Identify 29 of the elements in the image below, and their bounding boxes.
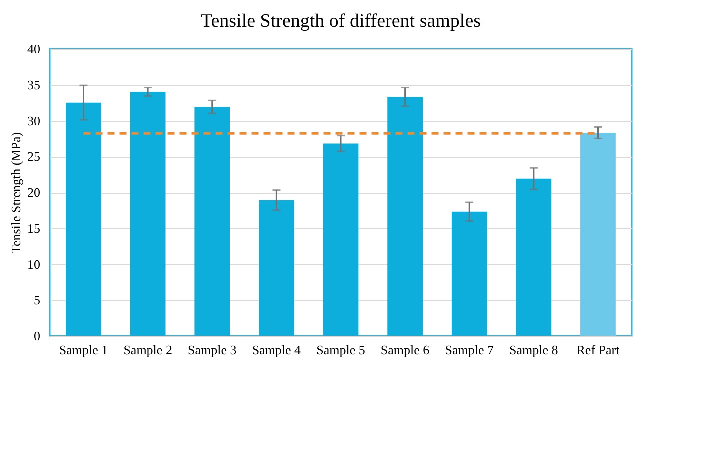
x-tick-label: Sample 8 — [510, 342, 558, 358]
bar — [130, 92, 166, 336]
y-tick-label: 25 — [28, 149, 40, 164]
x-tick-label: Sample 1 — [59, 342, 108, 358]
x-tick-label: Sample 5 — [316, 342, 366, 358]
y-tick-label: 35 — [28, 77, 40, 92]
x-tick-label: Sample 3 — [188, 342, 237, 358]
bar — [194, 107, 230, 336]
bar — [259, 200, 294, 336]
bar — [452, 212, 488, 336]
bar — [516, 178, 552, 336]
y-tick-label: 0 — [34, 328, 40, 344]
bar — [388, 97, 423, 336]
chart-title: Tensile Strength of different samples — [200, 11, 482, 32]
x-tick-label: Ref Part — [576, 342, 620, 358]
x-tick-label: Sample 2 — [124, 342, 172, 358]
y-tick-label: 10 — [28, 256, 40, 272]
x-tick-label: Sample 6 — [380, 342, 430, 358]
x-tick-label: Sample 4 — [252, 342, 302, 358]
y-tick-label: 40 — [28, 42, 40, 56]
y-tick-label: 20 — [28, 185, 40, 200]
bar — [66, 102, 102, 336]
y-axis-title: Tensile Strength (MPa) — [8, 132, 24, 254]
x-tick-label: Sample 7 — [445, 342, 494, 358]
bar — [323, 144, 359, 336]
y-tick-label: 30 — [28, 113, 40, 128]
y-tick-label: 15 — [28, 220, 40, 236]
bar — [580, 132, 616, 336]
y-tick-label: 5 — [34, 292, 40, 308]
